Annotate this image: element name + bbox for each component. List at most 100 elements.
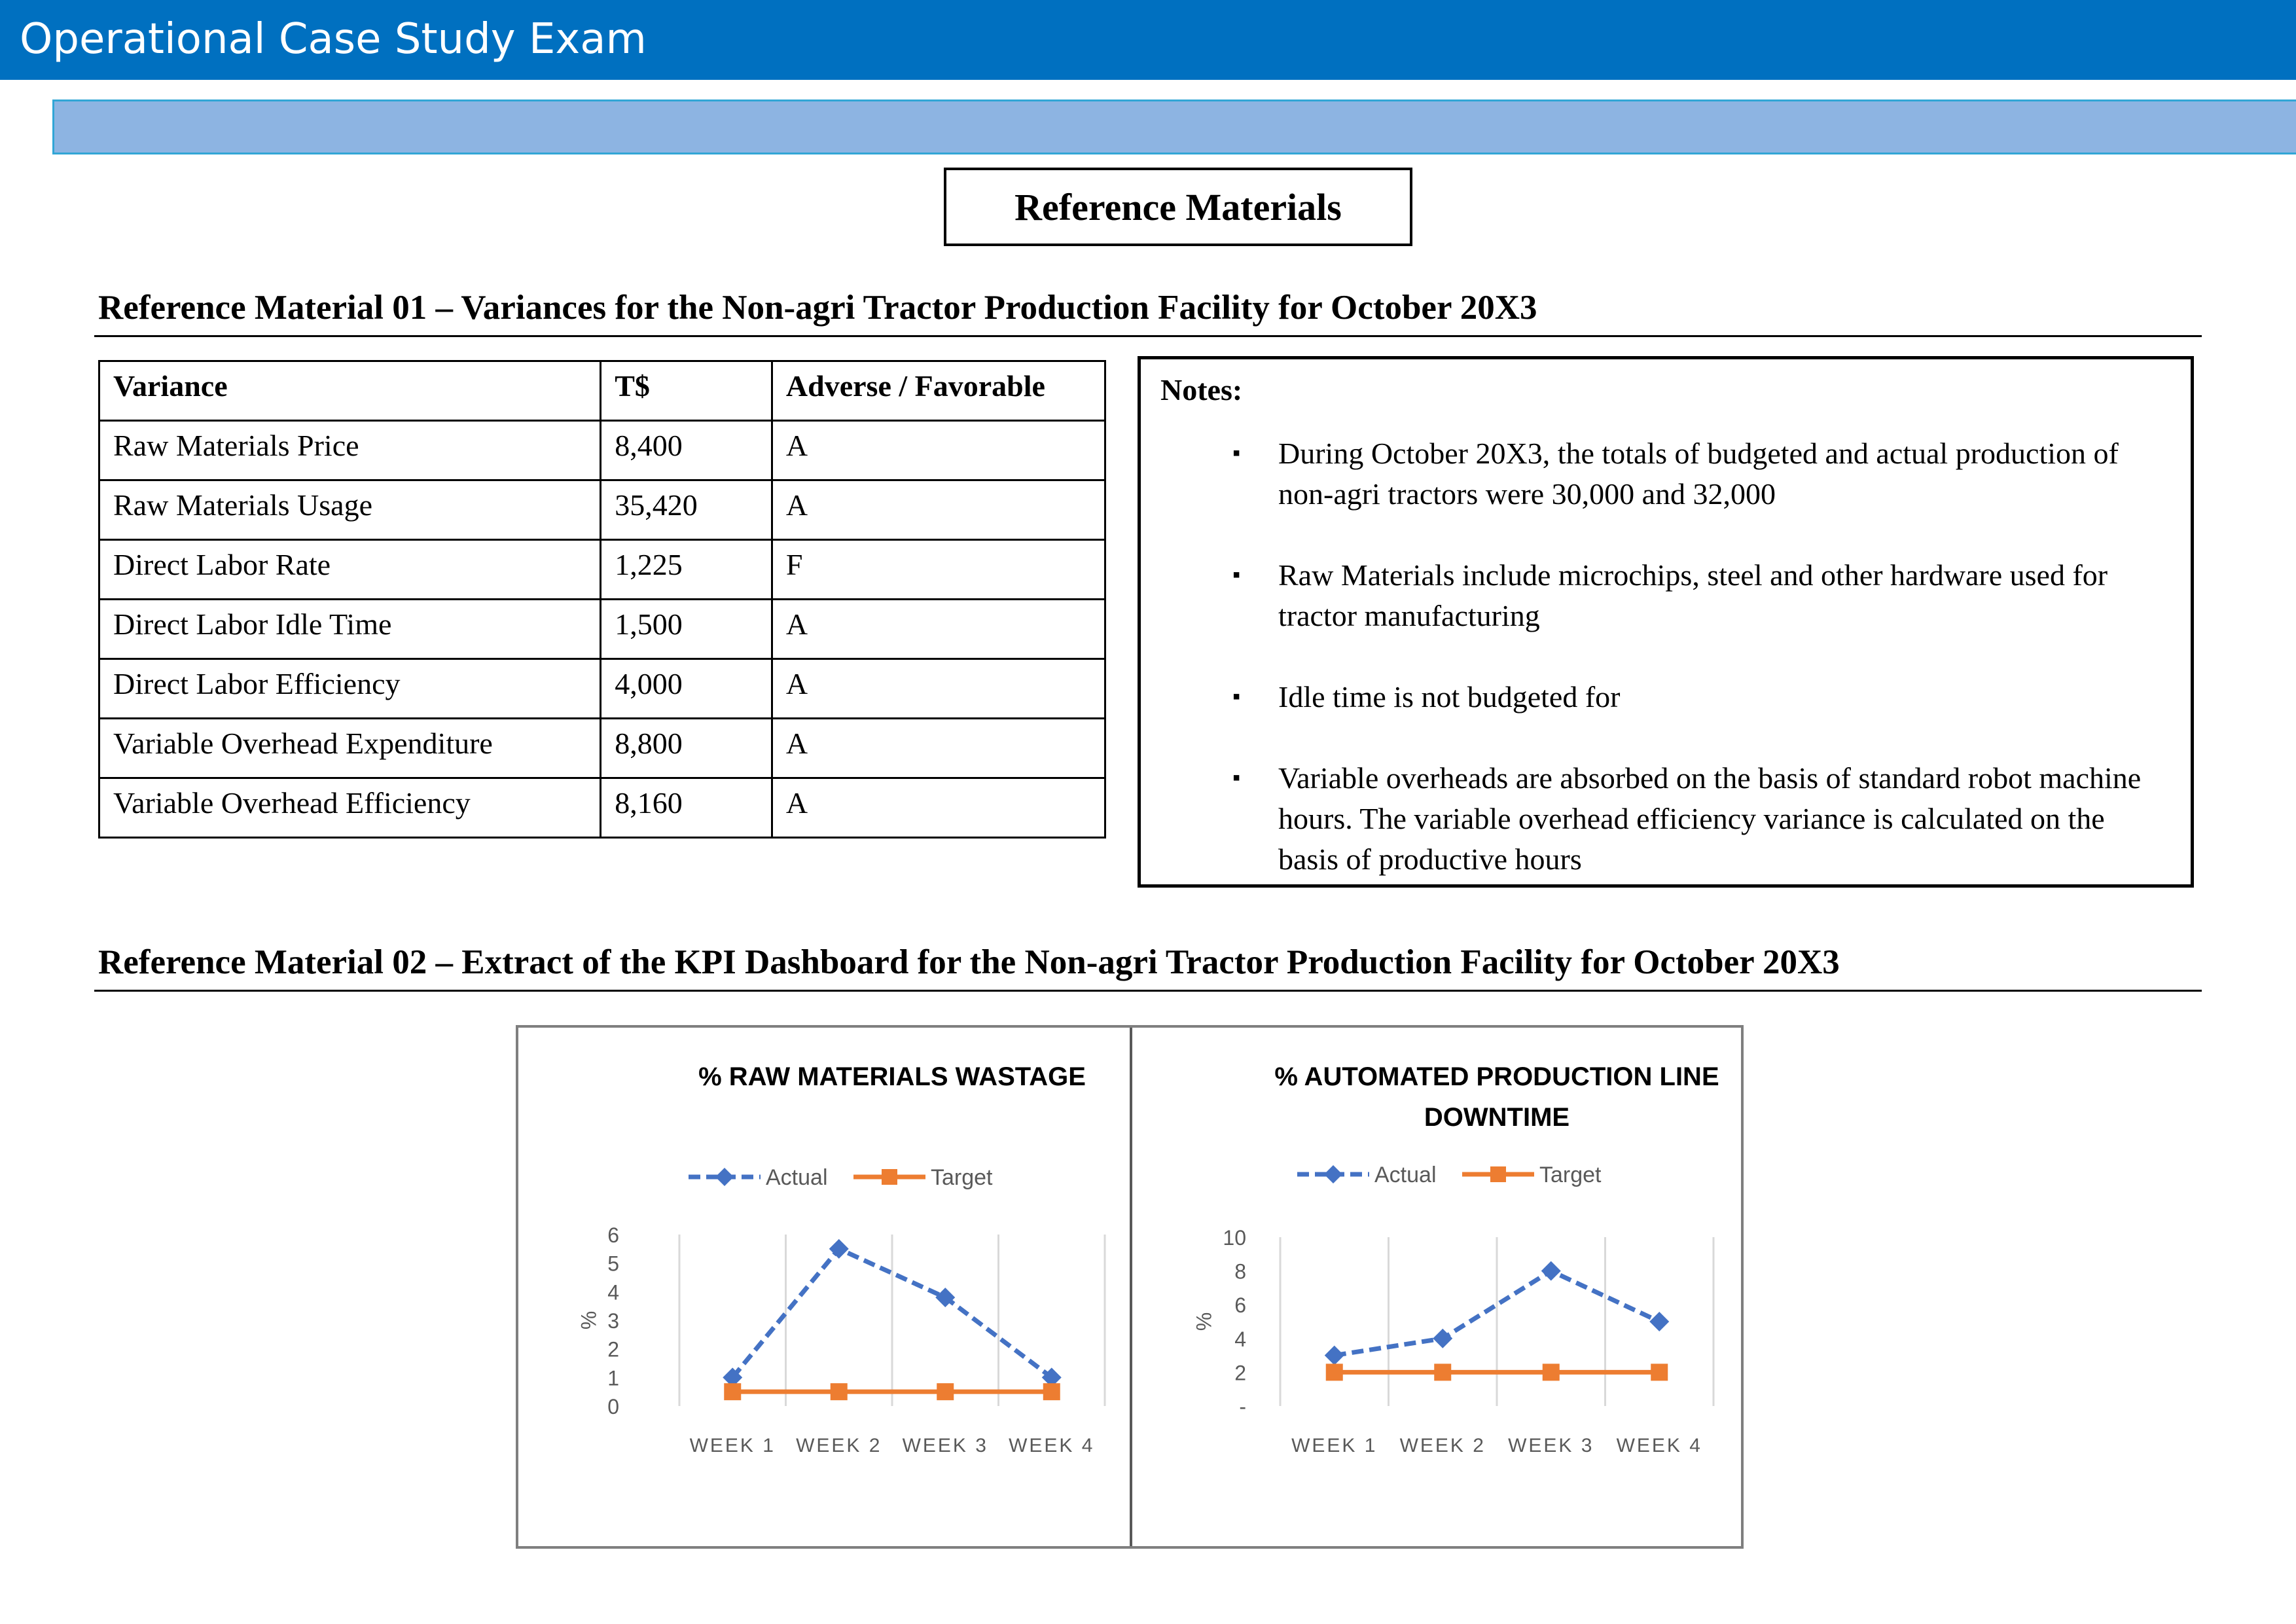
bullet-icon: ▪ <box>1232 685 1241 709</box>
amount-cell: 4,000 <box>600 658 773 719</box>
y-tick-label: 0 <box>607 1395 619 1418</box>
variance-name-cell: Variable Overhead Expenditure <box>98 717 602 779</box>
table-header-row: Variance T$ Adverse / Favorable <box>98 360 1107 422</box>
kpi-dashboard: % RAW MATERIALS WASTAGE Actual Target 0 1 2 3 4… <box>516 1025 1744 1549</box>
x-tick-label: WEEK 2 <box>796 1435 882 1456</box>
y-axis-label: % <box>577 1311 600 1329</box>
section2-heading: Reference Material 02 – Extract of the K… <box>98 943 1840 981</box>
exam-title: Operational Case Study Exam <box>20 15 647 63</box>
chart-title: % RAW MATERIALS WASTAGE <box>698 1062 1086 1091</box>
bullet-icon: ▪ <box>1232 441 1241 465</box>
adverse-favorable-cell: A <box>770 717 1107 779</box>
table-row: Variable Overhead Efficiency 8,160 A <box>98 777 1107 839</box>
y-tick-label: 3 <box>607 1309 619 1333</box>
x-tick-label: WEEK 1 <box>690 1435 776 1456</box>
y-tick-label: 8 <box>1234 1260 1246 1284</box>
table-row: Variable Overhead Expenditure 8,800 A <box>98 717 1107 779</box>
y-tick-label: 10 <box>1223 1226 1246 1250</box>
legend-label: Actual <box>1374 1163 1437 1187</box>
table-row: Direct Labor Efficiency 4,000 A <box>98 658 1107 719</box>
data-point-target <box>1043 1383 1060 1401</box>
x-tick-label: WEEK 2 <box>1400 1435 1486 1456</box>
adverse-favorable-cell: A <box>770 777 1107 839</box>
adverse-favorable-cell: F <box>770 539 1107 600</box>
section1-rule <box>94 335 2202 337</box>
x-tick-label: WEEK 4 <box>1617 1435 1702 1456</box>
note-text: Raw Materials include microchips, steel … <box>1278 558 2108 632</box>
variance-name-cell: Raw Materials Usage <box>98 479 602 541</box>
variance-name-cell: Direct Labor Idle Time <box>98 598 602 660</box>
kpi-charts-svg: % RAW MATERIALS WASTAGE Actual Target 0 1 2 3 4… <box>577 1062 1719 1456</box>
data-point-actual <box>1649 1312 1670 1331</box>
legend-label: Actual <box>766 1165 828 1190</box>
variance-name-cell: Raw Materials Price <box>98 420 602 481</box>
chart-title: DOWNTIME <box>1424 1103 1570 1132</box>
data-point-target <box>1651 1363 1668 1381</box>
adverse-favorable-cell: A <box>770 420 1107 481</box>
bullet-icon: ▪ <box>1232 766 1241 790</box>
y-tick-label: 6 <box>1234 1293 1246 1317</box>
y-tick-label: 4 <box>1234 1327 1246 1351</box>
series-line-actual <box>1334 1268 1660 1358</box>
note-item: ▪ Variable overheads are absorbed on the … <box>1160 758 2171 880</box>
amount-cell: 8,400 <box>600 420 773 481</box>
bullet-icon: ▪ <box>1232 563 1241 587</box>
header-amount: T$ <box>600 360 773 422</box>
note-text: Idle time is not budgeted for <box>1278 680 1621 713</box>
y-tick-label: 4 <box>607 1280 619 1304</box>
table-row: Direct Labor Rate 1,225 F <box>98 539 1107 600</box>
data-point-actual <box>829 1238 849 1259</box>
note-item: ▪ Raw Materials include microchips, steel… <box>1160 555 2171 636</box>
variance-name-cell: Direct Labor Efficiency <box>98 658 602 719</box>
y-tick-label: 1 <box>607 1366 619 1390</box>
amount-cell: 8,800 <box>600 717 773 779</box>
legend-label: Target <box>931 1165 993 1190</box>
data-point-target <box>724 1383 742 1401</box>
legend-label: Target <box>1539 1163 1602 1187</box>
data-point-target <box>937 1383 954 1401</box>
data-point-target <box>1325 1363 1343 1381</box>
x-tick-label: WEEK 3 <box>1508 1435 1594 1456</box>
legend-marker-target <box>1490 1166 1506 1182</box>
chart-title: % AUTOMATED PRODUCTION LINE <box>1274 1062 1719 1091</box>
x-tick-label: WEEK 3 <box>903 1435 988 1456</box>
amount-cell: 1,225 <box>600 539 773 600</box>
y-axis-label: % <box>1192 1312 1215 1331</box>
variance-name-cell: Variable Overhead Efficiency <box>98 777 602 839</box>
y-tick-label: 5 <box>607 1252 619 1276</box>
note-text: Variable overheads are absorbed on the b… <box>1278 761 2142 876</box>
note-item: ▪ During October 20X3, the totals of budg… <box>1160 433 2171 514</box>
section2-rule <box>94 990 2202 992</box>
adverse-favorable-cell: A <box>770 658 1107 719</box>
data-point-actual <box>1324 1345 1344 1365</box>
data-point-target <box>1434 1363 1452 1381</box>
adverse-favorable-cell: A <box>770 598 1107 660</box>
y-tick-label: 2 <box>1234 1361 1246 1384</box>
adverse-favorable-cell: A <box>770 479 1107 541</box>
amount-cell: 1,500 <box>600 598 773 660</box>
data-point-actual <box>1433 1328 1453 1348</box>
variance-table: Variance T$ Adverse / Favorable Raw Mate… <box>98 360 1107 839</box>
notes-title: Notes: <box>1160 373 1243 406</box>
amount-cell: 8,160 <box>600 777 773 839</box>
data-point-actual <box>935 1288 956 1308</box>
table-row: Raw Materials Usage 35,420 A <box>98 479 1107 541</box>
data-point-actual <box>1041 1367 1062 1388</box>
legend-marker-actual <box>1324 1165 1342 1183</box>
x-tick-label: WEEK 1 <box>1291 1435 1377 1456</box>
x-tick-label: WEEK 4 <box>1009 1435 1094 1456</box>
data-point-target <box>1542 1363 1560 1381</box>
header-adverse-favorable: Adverse / Favorable <box>770 360 1107 422</box>
notes-box: Notes: ▪ During October 20X3, the totals … <box>1138 356 2194 888</box>
y-tick-label: 6 <box>607 1223 619 1247</box>
table-row: Direct Labor Idle Time 1,500 A <box>98 598 1107 660</box>
header-variance: Variance <box>98 360 602 422</box>
data-point-actual <box>723 1367 743 1388</box>
y-tick-label: - <box>1239 1395 1246 1418</box>
variance-name-cell: Direct Labor Rate <box>98 539 602 600</box>
legend-marker-actual <box>715 1168 734 1186</box>
data-point-actual <box>1541 1261 1561 1281</box>
note-text: During October 20X3, the totals of budge… <box>1278 437 2119 511</box>
y-tick-label: 2 <box>607 1338 619 1362</box>
section1-heading: Reference Material 01 – Variances for th… <box>98 289 1537 327</box>
